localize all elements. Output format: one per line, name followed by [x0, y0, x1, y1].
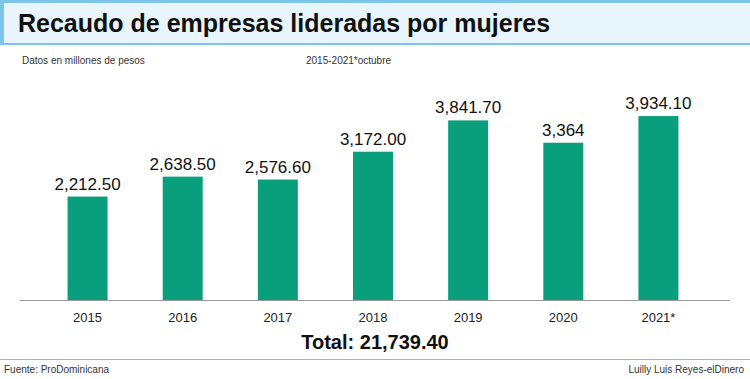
bar: [543, 143, 583, 300]
subtitle: Datos en millones de pesos: [22, 55, 145, 66]
bar: [638, 116, 678, 300]
data-label: 3,934.10: [625, 94, 691, 113]
title: Recaudo de empresas lideradas por mujere…: [18, 9, 550, 37]
x-tick-label: 2017: [263, 310, 292, 325]
data-label: 2,212.50: [54, 175, 120, 194]
x-tick-label: 2020: [549, 310, 578, 325]
x-tick-label: 2018: [359, 310, 388, 325]
x-tick-label: 2021*: [641, 310, 675, 325]
period: 2015-2021*octubre: [306, 55, 392, 66]
bar: [68, 197, 108, 300]
labels: 2,212.50 2015 2,638.50 2016 2,576.60 2017 3,17…: [54, 94, 691, 325]
bar: [353, 152, 393, 300]
data-label: 3,841.70: [435, 98, 501, 117]
bars: [68, 116, 679, 300]
bar: [448, 120, 488, 300]
bar: [163, 177, 203, 300]
footer-rule: [0, 359, 750, 360]
x-tick-label: 2019: [454, 310, 483, 325]
data-label: 2,638.50: [150, 155, 216, 174]
header-top-rule: [0, 0, 750, 3]
chart-root: Recaudo de empresas lideradas por mujere…: [0, 0, 750, 379]
baseline: [20, 300, 730, 301]
credit: Luilly Luis Reyes-elDinero: [628, 364, 744, 375]
x-tick-label: 2015: [73, 310, 102, 325]
x-tick-label: 2016: [168, 310, 197, 325]
data-label: 3,172.00: [340, 130, 406, 149]
header-band: [0, 0, 750, 44]
total-annotation: Total: 21,739.40: [301, 331, 448, 353]
source: Fuente: ProDominicana: [4, 364, 109, 375]
data-label: 3,364: [542, 121, 585, 140]
header-bottom-rule: [0, 43, 750, 45]
bar: [258, 180, 298, 300]
data-label: 2,576.60: [245, 158, 311, 177]
header-left-rule: [0, 0, 4, 45]
